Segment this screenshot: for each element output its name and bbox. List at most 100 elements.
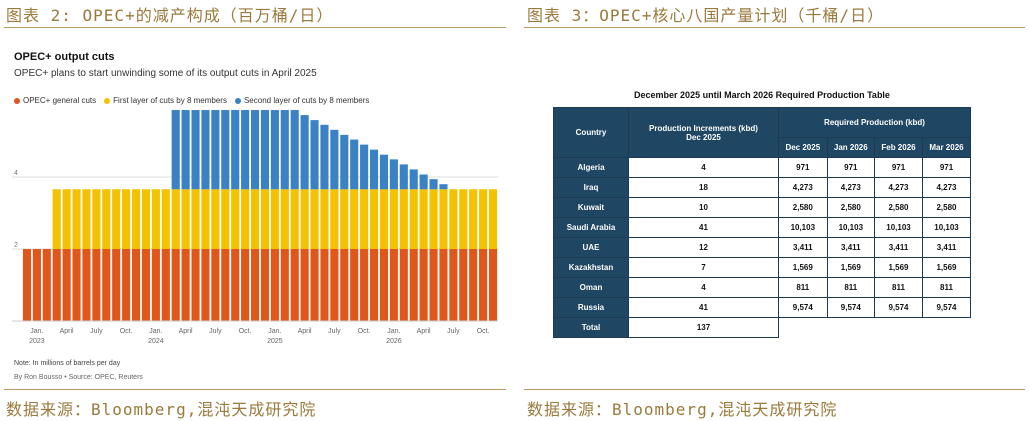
bar-segment-first-layer: [488, 189, 498, 249]
bar-segment-first-layer: [290, 189, 299, 249]
bar-segment-general: [102, 249, 111, 321]
production-cell: 4,273: [921, 177, 972, 198]
bar-segment-general: [260, 249, 270, 321]
bar-segment-first-layer: [62, 189, 71, 249]
production-cell: 2,580: [826, 197, 876, 218]
bar-segment-general: [181, 249, 190, 321]
bar-segment-general: [250, 249, 260, 321]
bar-segment-general: [171, 249, 180, 321]
table-row: Kazakhstan 7 1,569 1,569 1,569 1,569: [553, 257, 972, 278]
bar-segment-general: [419, 249, 428, 321]
production-cell: 1,569: [874, 257, 923, 278]
x-tick-label: Jan. 2026: [386, 328, 402, 345]
bar-segment-first-layer: [350, 189, 359, 249]
production-cell: 811: [778, 277, 828, 298]
country-cell: Algeria: [553, 157, 629, 178]
increment-cell: 18: [628, 177, 779, 198]
legend-item-first-layer: First layer of cuts by 8 members: [104, 96, 227, 105]
bar-segment-first-layer: [300, 189, 309, 249]
x-tick-label: April: [298, 328, 312, 335]
x-tick-label: Oct.: [358, 328, 371, 335]
bar-segment-first-layer: [72, 189, 81, 249]
bar-segment-general: [449, 249, 458, 321]
bar-segment-second-layer: [429, 179, 438, 190]
bar-segment-general: [488, 249, 498, 321]
bar-segment-second-layer: [231, 110, 240, 190]
bar-segment-general: [320, 249, 329, 321]
bar-segment-general: [409, 249, 418, 321]
bar-segment-first-layer: [280, 189, 289, 249]
bar-segment-first-layer: [231, 189, 240, 249]
bar-segment-first-layer: [181, 189, 190, 249]
bar-segment-second-layer: [369, 149, 379, 190]
bar-segment-general: [241, 249, 250, 321]
country-cell: Kuwait: [553, 197, 629, 218]
bar-segment-first-layer: [360, 189, 369, 249]
table-row: UAE 12 3,411 3,411 3,411 3,411: [553, 237, 972, 258]
bar-segment-second-layer: [340, 134, 349, 190]
x-tick-label: July: [209, 328, 222, 335]
bar-segment-general: [360, 249, 369, 321]
bar-segment-general: [32, 249, 41, 321]
bar-segment-general: [300, 249, 309, 321]
production-cell: 1,569: [826, 257, 876, 278]
legend-label-general: OPEC+ general cuts: [23, 96, 97, 105]
production-cell: 811: [921, 277, 972, 298]
table-row: Kuwait 10 2,580 2,580 2,580 2,580: [553, 197, 972, 218]
bar-segment-general: [52, 249, 61, 321]
production-cell: 1,569: [921, 257, 972, 278]
bar-segment-general: [290, 249, 299, 321]
table-row: Russia 41 9,574 9,574 9,574 9,574: [553, 297, 972, 318]
total-row: Total 137: [553, 317, 971, 338]
country-cell: Oman: [553, 277, 629, 298]
header-country: Country: [553, 107, 629, 158]
bar-segment-second-layer: [330, 129, 339, 190]
country-cell: Saudi Arabia: [553, 217, 629, 238]
bar-segment-first-layer: [419, 189, 428, 249]
bar-segment-general: [22, 249, 32, 321]
figure-caption-left: 图表 2: OPEC+的减产构成（百万桶/日）: [6, 6, 334, 25]
country-cell: Russia: [553, 297, 629, 318]
bar-segment-second-layer: [310, 120, 319, 190]
chart-title: OPEC+ output cuts: [14, 51, 115, 63]
bar-segment-second-layer: [389, 159, 398, 190]
bar-segment-first-layer: [102, 189, 111, 249]
production-cell: 811: [826, 277, 876, 298]
y-tick-label: 4: [14, 170, 18, 177]
bar-segment-first-layer: [369, 189, 379, 249]
bar-segment-general: [399, 249, 408, 321]
production-cell: 3,411: [921, 237, 972, 258]
bar-segment-first-layer: [389, 189, 398, 249]
bar-segment-first-layer: [122, 189, 131, 249]
bar-segment-first-layer: [141, 189, 151, 249]
bar-segment-second-layer: [379, 154, 389, 190]
bar-segment-second-layer: [360, 144, 369, 190]
bar-segment-first-layer: [112, 189, 121, 249]
production-cell: 10,103: [874, 217, 923, 238]
production-cell: 4,273: [874, 177, 923, 198]
x-tick-label: April: [60, 328, 74, 335]
x-tick-label: April: [417, 328, 431, 335]
production-cell: 3,411: [826, 237, 876, 258]
bar-segment-second-layer: [250, 110, 260, 190]
bar-segment-second-layer: [409, 169, 418, 190]
bar-segment-general: [82, 249, 91, 321]
chart-byline: By Ron Bousso • Source: OPEC, Reuters: [14, 374, 143, 381]
bar-segment-first-layer: [379, 189, 389, 249]
bar-segment-general: [280, 249, 289, 321]
bar-segment-general: [379, 249, 389, 321]
bar-segment-first-layer: [52, 189, 61, 249]
country-cell: Iraq: [553, 177, 629, 198]
x-tick-label: July: [90, 328, 103, 335]
month-header: Feb 2026: [874, 137, 923, 158]
y-tick-label: 2: [14, 242, 18, 249]
production-cell: 971: [826, 157, 876, 178]
increment-cell: 7: [628, 257, 779, 278]
bar-segment-general: [369, 249, 379, 321]
x-tick-label: Jan. 2023: [29, 328, 45, 345]
figure-caption-right: 图表 3：OPEC+核心八国产量计划（千桶/日）: [527, 6, 885, 25]
month-header: Jan 2026: [826, 137, 876, 158]
chart-note: Note: In millions of barrels per day: [14, 360, 121, 367]
bar-segment-general: [389, 249, 398, 321]
month-header: Dec 2025: [778, 137, 828, 158]
